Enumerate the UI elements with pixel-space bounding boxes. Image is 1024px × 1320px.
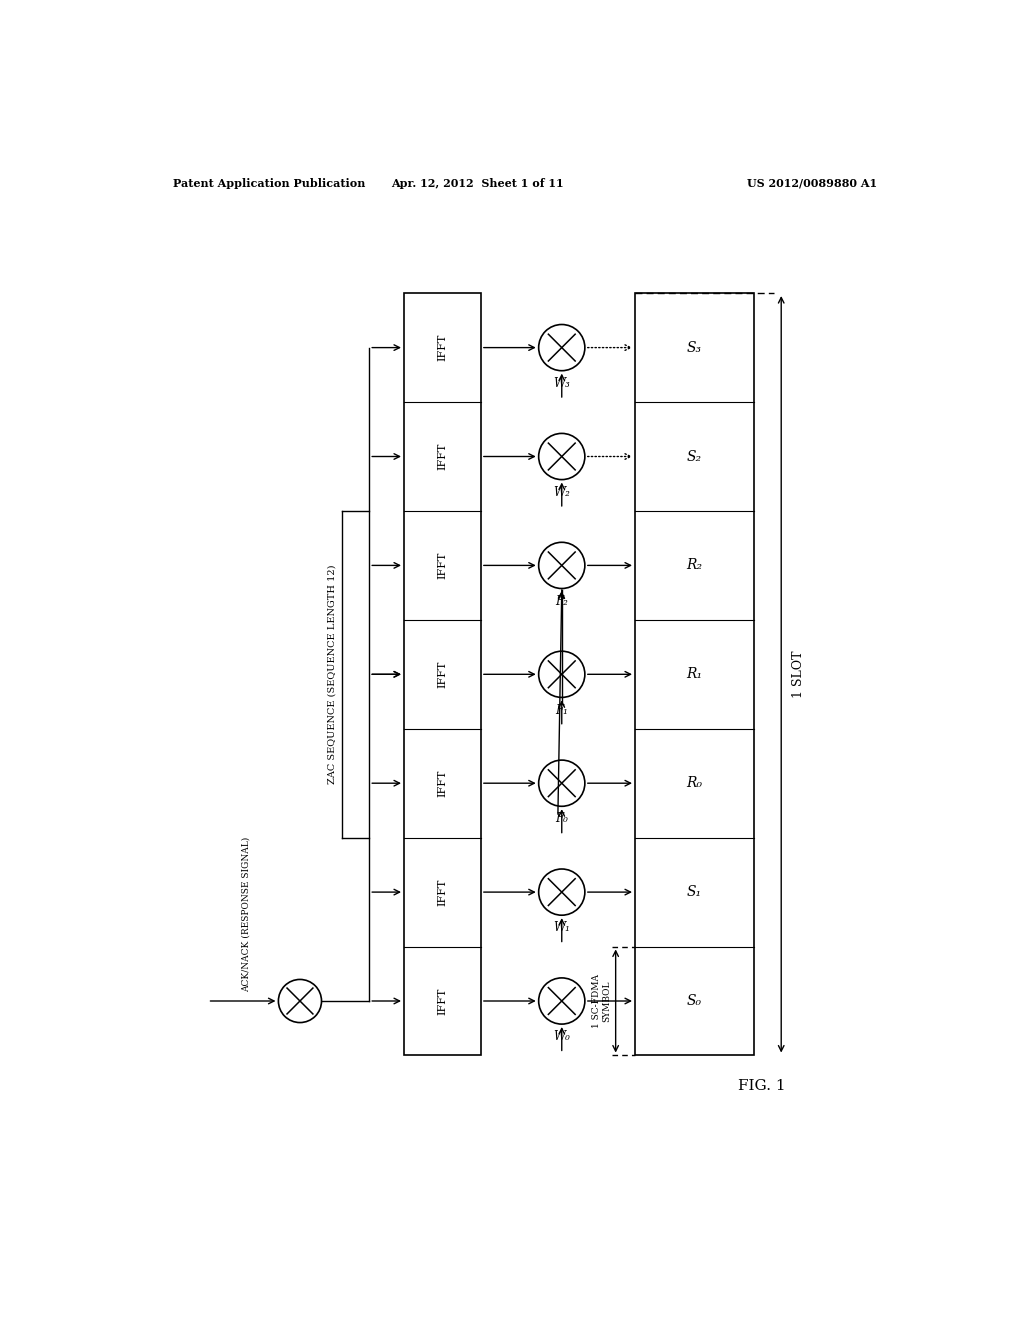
Text: Patent Application Publication: Patent Application Publication: [173, 178, 366, 189]
Text: W₂: W₂: [553, 486, 570, 499]
Text: F₀: F₀: [555, 813, 568, 825]
Text: R₁: R₁: [686, 668, 702, 681]
Text: IFFT: IFFT: [437, 878, 447, 906]
Text: IFFT: IFFT: [437, 334, 447, 362]
Text: F₂: F₂: [555, 594, 568, 607]
Text: IFFT: IFFT: [437, 660, 447, 688]
Text: S₃: S₃: [687, 341, 702, 355]
Text: W₀: W₀: [553, 1030, 570, 1043]
Text: R₂: R₂: [686, 558, 702, 573]
Text: F₁: F₁: [555, 704, 568, 717]
Text: 1 SC-FDMA
SYMBOL: 1 SC-FDMA SYMBOL: [592, 974, 611, 1028]
Text: R₀: R₀: [686, 776, 702, 791]
Text: ACK/NACK (RESPONSE SIGNAL): ACK/NACK (RESPONSE SIGNAL): [242, 837, 251, 991]
Text: IFFT: IFFT: [437, 552, 447, 579]
Text: IFFT: IFFT: [437, 442, 447, 470]
Text: S₂: S₂: [687, 450, 702, 463]
Text: IFFT: IFFT: [437, 987, 447, 1015]
Text: W₁: W₁: [553, 921, 570, 935]
Text: ZAC SEQUENCE (SEQUENCE LENGTH 12): ZAC SEQUENCE (SEQUENCE LENGTH 12): [327, 565, 336, 784]
Text: S₁: S₁: [687, 886, 702, 899]
Text: S₀: S₀: [687, 994, 702, 1008]
Text: 1 SLOT: 1 SLOT: [792, 651, 805, 698]
Bar: [403, 293, 481, 1056]
Text: Apr. 12, 2012  Sheet 1 of 11: Apr. 12, 2012 Sheet 1 of 11: [391, 178, 563, 189]
Text: IFFT: IFFT: [437, 770, 447, 797]
Text: US 2012/0089880 A1: US 2012/0089880 A1: [748, 178, 878, 189]
Text: W₃: W₃: [553, 378, 570, 389]
Bar: [635, 293, 755, 1056]
Text: FIG. 1: FIG. 1: [738, 1080, 785, 1093]
